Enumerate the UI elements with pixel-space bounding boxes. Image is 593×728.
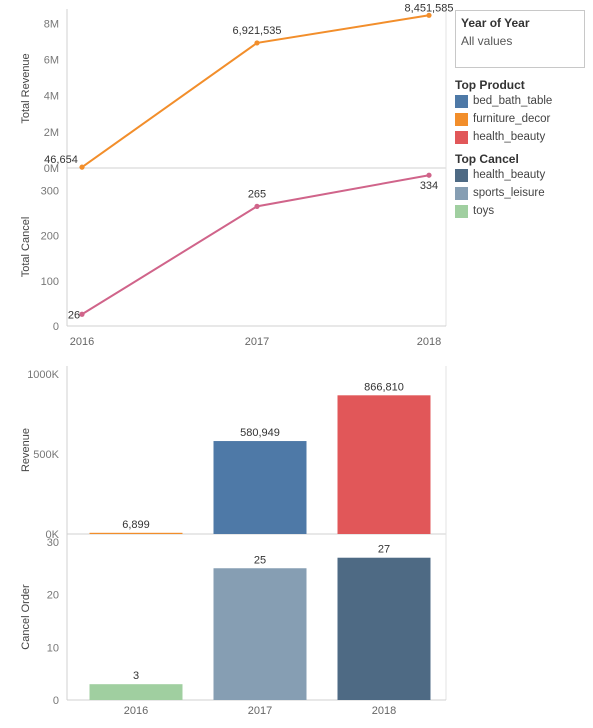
- legend-label: health_beauty: [473, 131, 546, 143]
- y-tick-label: 20: [47, 590, 59, 602]
- data-label: 27: [378, 544, 390, 556]
- data-label: 26: [68, 309, 80, 321]
- data-point: [79, 311, 85, 317]
- y-tick-label: 300: [41, 186, 59, 198]
- y-tick-label: 1000K: [27, 369, 59, 381]
- y-tick-label: 0: [53, 321, 59, 333]
- legend-swatch: [455, 168, 468, 182]
- x-tick-label: 2018: [417, 336, 441, 348]
- bar: [337, 557, 431, 700]
- data-point: [426, 12, 432, 18]
- data-label: 6,899: [122, 519, 150, 531]
- data-label: 580,949: [240, 427, 280, 439]
- data-point: [254, 40, 260, 46]
- data-label: 6,921,535: [233, 25, 282, 37]
- y-tick-label: 4M: [44, 91, 59, 103]
- legend-swatch: [455, 112, 468, 126]
- y-tick-label: 0: [53, 695, 59, 707]
- legend-item-toys[interactable]: toys: [455, 202, 585, 220]
- legend-label: sports_leisure: [473, 187, 545, 199]
- data-label: 334: [420, 180, 438, 192]
- y-tick-label: 10: [47, 642, 59, 654]
- top-product-legend: bed_bath_table furniture_decor health_be…: [455, 92, 585, 146]
- data-label: 866,810: [364, 381, 404, 393]
- legend-label: furniture_decor: [473, 113, 551, 125]
- x-tick-label: 2016: [70, 336, 94, 348]
- legend-label: health_beauty: [473, 169, 546, 181]
- legend-swatch: [455, 186, 468, 200]
- y-tick-label: 2M: [44, 127, 59, 139]
- data-point: [426, 172, 432, 178]
- x-tick-label: 2016: [124, 705, 148, 717]
- bar: [337, 395, 431, 534]
- data-label: 8,451,585: [405, 2, 454, 14]
- y-axis-title: Revenue: [20, 428, 32, 472]
- series-line: [81, 14, 430, 168]
- x-tick-label: 2018: [372, 705, 396, 717]
- legend-panel: Year of Year All values Top Product bed_…: [455, 10, 585, 220]
- y-tick-label: 0K: [46, 529, 60, 541]
- bar: [213, 441, 307, 534]
- legend-swatch: [455, 204, 468, 218]
- y-axis-title: Total Revenue: [20, 53, 32, 123]
- data-point: [254, 203, 260, 209]
- y-tick-label: 200: [41, 231, 59, 243]
- bar: [89, 684, 183, 700]
- legend-label: toys: [473, 205, 495, 217]
- y-tick-label: 100: [41, 276, 59, 288]
- year-filter-value[interactable]: All values: [461, 34, 513, 48]
- y-tick-label: 8M: [44, 18, 59, 30]
- data-label: 46,654: [44, 154, 78, 166]
- legend-item-health-beauty[interactable]: health_beauty: [455, 128, 585, 146]
- data-label: 3: [133, 670, 139, 682]
- data-label: 265: [248, 188, 266, 200]
- bar: [89, 532, 183, 534]
- y-tick-label: 6M: [44, 55, 59, 67]
- legend-item-furniture-decor[interactable]: furniture_decor: [455, 110, 585, 128]
- y-axis-title: Cancel Order: [20, 584, 32, 650]
- top-product-legend-title: Top Product: [455, 78, 525, 92]
- bar: [213, 568, 307, 700]
- x-tick-label: 2017: [245, 336, 269, 348]
- data-point: [79, 164, 85, 170]
- year-filter-title: Year of Year: [461, 16, 530, 30]
- y-tick-label: 0M: [44, 163, 59, 175]
- year-filter-card[interactable]: Year of Year All values: [455, 10, 585, 68]
- legend-item-sports-leisure[interactable]: sports_leisure: [455, 184, 585, 202]
- legend-swatch: [455, 94, 468, 108]
- legend-swatch: [455, 130, 468, 144]
- y-tick-label: 30: [47, 537, 59, 549]
- top-cancel-legend-title: Top Cancel: [455, 152, 519, 166]
- legend-label: bed_bath_table: [473, 95, 553, 107]
- legend-item-bed-bath-table[interactable]: bed_bath_table: [455, 92, 585, 110]
- y-axis-title: Total Cancel: [20, 217, 32, 278]
- legend-item-health-beauty-cancel[interactable]: health_beauty: [455, 166, 585, 184]
- data-label: 25: [254, 554, 266, 566]
- x-tick-label: 2017: [248, 705, 272, 717]
- top-cancel-legend: health_beauty sports_leisure toys: [455, 166, 585, 220]
- y-tick-label: 500K: [33, 449, 59, 461]
